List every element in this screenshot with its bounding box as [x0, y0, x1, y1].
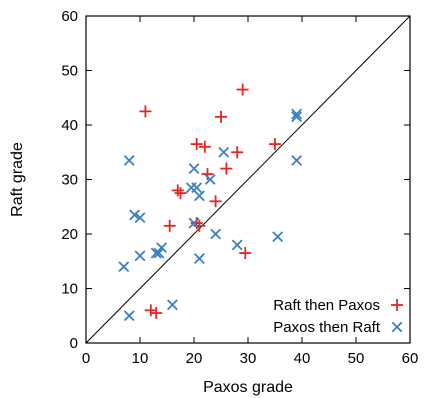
y-tick-label: 20: [61, 226, 78, 243]
point-paxos-then-raft: [134, 250, 146, 262]
point-raft-then-paxos: [269, 138, 281, 151]
point-paxos-then-raft: [272, 231, 284, 243]
y-axis: 0 10 20 30 40 50 60: [61, 8, 410, 352]
point-paxos-then-raft: [218, 146, 230, 158]
point-paxos-then-raft: [291, 154, 303, 166]
point-paxos-then-raft: [123, 310, 135, 322]
point-paxos-then-raft: [191, 182, 203, 194]
point-paxos-then-raft: [150, 247, 162, 259]
y-tick-label: 50: [61, 63, 78, 80]
point-paxos-then-raft: [193, 190, 205, 202]
legend-marker-cross: [391, 321, 403, 333]
point-raft-then-paxos: [198, 140, 211, 153]
point-raft-then-paxos: [231, 146, 244, 159]
point-raft-then-paxos: [209, 195, 222, 208]
diagonal-reference-line: [85, 15, 411, 344]
point-paxos-then-raft: [193, 253, 205, 264]
point-paxos-then-raft: [118, 261, 130, 273]
point-raft-then-paxos: [190, 217, 203, 230]
point-paxos-then-raft: [123, 154, 135, 166]
point-paxos-then-raft: [188, 217, 200, 229]
y-tick-label: 30: [61, 172, 78, 189]
point-paxos-then-raft: [166, 299, 178, 311]
x-tick-label: 10: [132, 350, 149, 367]
point-raft-then-paxos: [193, 219, 206, 232]
x-tick-label: 30: [240, 350, 257, 367]
point-raft-then-paxos: [171, 184, 184, 197]
point-raft-then-paxos: [220, 162, 233, 175]
point-paxos-then-raft: [153, 247, 165, 259]
point-paxos-then-raft: [210, 228, 222, 240]
legend-marker-plus: [391, 299, 403, 311]
x-tick-label: 60: [402, 350, 419, 367]
point-raft-then-paxos: [174, 187, 187, 200]
legend-label-raft-then-paxos: Raft then Paxos: [273, 297, 380, 314]
y-tick-label: 0: [70, 335, 78, 352]
y-axis-title: Raft grade: [9, 142, 26, 217]
data-points: [118, 83, 303, 322]
x-tick-label: 0: [82, 350, 90, 367]
point-paxos-then-raft: [291, 111, 303, 123]
point-paxos-then-raft: [231, 239, 243, 251]
point-raft-then-paxos: [215, 110, 227, 123]
point-paxos-then-raft: [134, 212, 146, 224]
x-axis-title: Paxos grade: [203, 379, 293, 396]
point-raft-then-paxos: [236, 83, 249, 96]
legend-marker-glyph: [391, 299, 403, 311]
x-tick-label: 50: [348, 350, 365, 367]
point-paxos-then-raft: [129, 209, 141, 221]
legend-marker-glyph: [391, 321, 403, 333]
point-raft-then-paxos: [239, 247, 252, 260]
point-raft-then-paxos: [144, 304, 157, 317]
point-paxos-then-raft: [188, 163, 200, 175]
point-raft-then-paxos: [150, 307, 163, 320]
point-raft-then-paxos: [190, 138, 203, 151]
x-tick-label: 40: [294, 350, 311, 367]
point-paxos-then-raft: [204, 174, 216, 185]
point-raft-then-paxos: [139, 105, 152, 118]
point-paxos-then-raft: [291, 108, 303, 120]
legend: Raft then Paxos Paxos then Raft: [273, 297, 403, 336]
x-axis: 0 10 20 30 40 50 60: [82, 16, 419, 367]
y-tick-label: 10: [61, 281, 78, 298]
legend-label-paxos-then-raft: Paxos then Raft: [273, 319, 381, 336]
point-raft-then-paxos: [163, 219, 176, 232]
x-tick-label: 20: [186, 350, 203, 367]
plot-area: 0 10 20 30 40 50 60 0 10 20 30 40 50 60: [61, 8, 418, 367]
y-tick-label: 40: [61, 117, 78, 134]
y-tick-label: 60: [61, 8, 78, 25]
